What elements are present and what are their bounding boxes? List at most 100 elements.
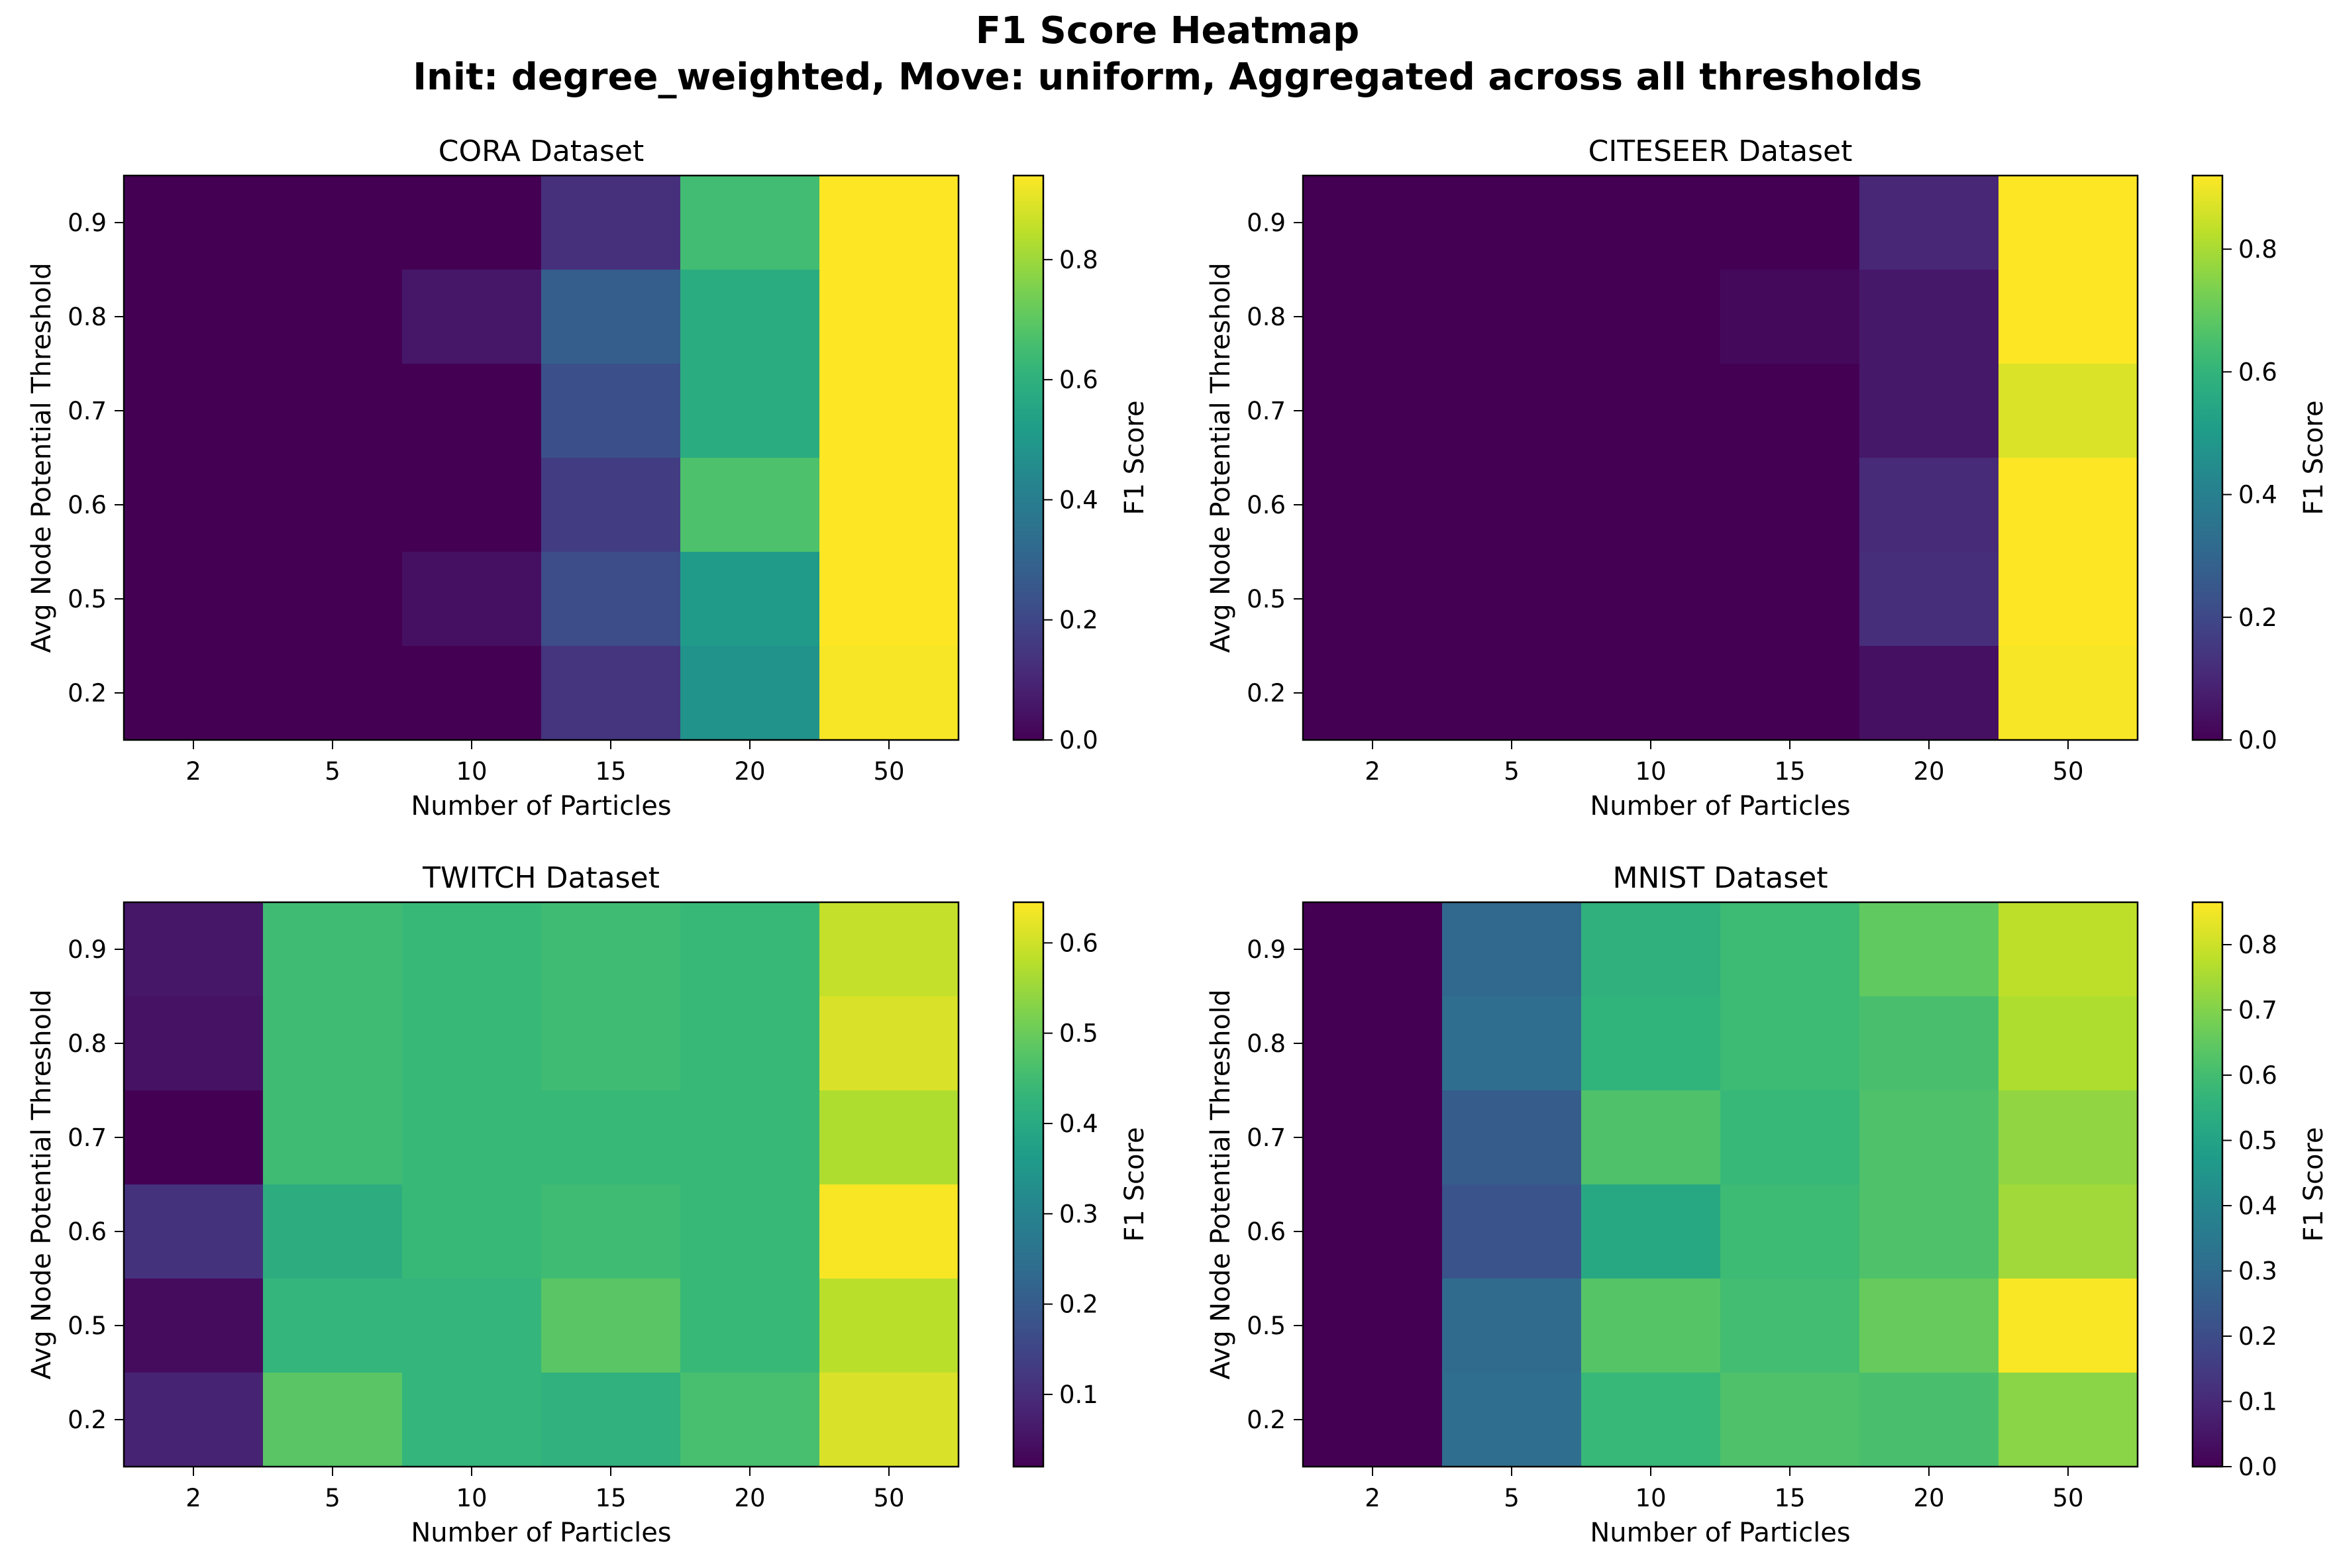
heatmap-panel-3: MNIST Dataset 2 5 10 15 20 50 0.9 0.8 0.7 0.6 0.5 0.… <box>1206 861 2329 1548</box>
heatmap-panel-0: CORA Dataset 2 5 10 15 20 50 0.9 0.8 0.7 0.6 0.5 0.2… <box>26 134 1150 821</box>
heatmap-cell <box>263 1090 403 1185</box>
heatmap-cell <box>124 1184 264 1279</box>
colorbar-frame <box>1012 901 1045 1468</box>
heatmap-cell <box>1998 176 2138 270</box>
colorbar-tick-label: 0.5 <box>1059 1019 1098 1048</box>
colorbar-tick-label: 0.6 <box>2238 358 2277 386</box>
heatmap-cell <box>124 1090 264 1185</box>
heatmap-cell <box>1859 270 1999 364</box>
heatmap-cell <box>541 1279 681 1373</box>
colorbar-tick-label: 0.1 <box>2238 1388 2277 1416</box>
heatmap-cell <box>402 176 542 270</box>
y-tick-label: 0.5 <box>1247 1312 1286 1340</box>
heatmap-cell <box>263 1373 403 1467</box>
colorbar-tick-label: 0.8 <box>2238 931 2277 959</box>
heatmap-cell <box>1303 996 1443 1091</box>
heatmap-cell <box>263 1184 403 1279</box>
heatmap-cell <box>1998 1090 2138 1185</box>
heatmap-cell <box>819 1373 959 1467</box>
heatmap-cell <box>1303 902 1443 997</box>
heatmap-cell <box>1581 1279 1721 1373</box>
heatmap-cell <box>263 364 403 458</box>
heatmap-cell <box>1442 996 1582 1091</box>
x-axis-label: Number of Particles <box>411 791 671 821</box>
x-tick-label: 20 <box>1913 1484 1944 1512</box>
x-axis-label: Number of Particles <box>411 1518 671 1548</box>
colorbar-tick-label: 0.3 <box>1059 1200 1098 1228</box>
heatmap-cell <box>1581 458 1721 552</box>
y-tick-label: 0.6 <box>1247 491 1286 519</box>
colorbar-label: F1 Score <box>1119 1127 1150 1241</box>
x-tick-label: 20 <box>734 757 765 786</box>
heatmap-cell <box>819 458 959 552</box>
colorbar-tick-label: 0.6 <box>2238 1061 2277 1090</box>
heatmap-cell <box>1859 1184 1999 1279</box>
heatmap-cell <box>1442 646 1582 741</box>
colorbar-tick-label: 0.4 <box>1059 1110 1098 1138</box>
heatmap-cell <box>1442 1373 1582 1467</box>
heatmap-cell <box>819 552 959 647</box>
x-tick-label: 2 <box>185 1484 201 1512</box>
heatmap-cell <box>680 270 820 364</box>
heatmap-cell <box>1998 458 2138 552</box>
colorbar-tick-label: 0.7 <box>2238 996 2277 1025</box>
heatmap-cell <box>1998 1279 2138 1373</box>
panel-title: CORA Dataset <box>439 134 645 168</box>
heatmap-cell <box>819 996 959 1091</box>
heatmap-cell <box>541 176 681 270</box>
heatmap-cell <box>1581 646 1721 741</box>
heatmap-cell <box>1859 1090 1999 1185</box>
heatmap-cell <box>1998 1184 2138 1279</box>
heatmap-cell <box>1720 1373 1860 1467</box>
heatmap-cell <box>819 646 959 741</box>
heatmap-cell <box>680 996 820 1091</box>
heatmap-cell <box>819 902 959 997</box>
heatmap-cell <box>124 364 264 458</box>
x-tick-label: 10 <box>1635 1484 1666 1512</box>
x-tick-label: 5 <box>1504 757 1520 786</box>
plot-frame <box>123 901 960 1468</box>
x-axis-label: Number of Particles <box>1590 1518 1850 1548</box>
heatmap-cell <box>263 176 403 270</box>
colorbar-tick-label: 0.0 <box>2238 1453 2277 1481</box>
y-tick-label: 0.9 <box>1247 935 1286 964</box>
heatmap-cell <box>124 552 264 647</box>
y-tick-label: 0.8 <box>1247 303 1286 331</box>
heatmap-cell <box>541 458 681 552</box>
x-tick-label: 15 <box>1774 757 1805 786</box>
heatmap-cell <box>1442 270 1582 364</box>
heatmap-cell <box>1720 270 1860 364</box>
heatmap-cell <box>402 458 542 552</box>
y-tick-label: 0.5 <box>1247 585 1286 613</box>
heatmap-cell <box>680 902 820 997</box>
heatmap-cell <box>1998 646 2138 741</box>
colorbar-frame <box>2191 901 2224 1468</box>
heatmap-cell <box>402 270 542 364</box>
heatmap-cell <box>263 646 403 741</box>
heatmap-cell <box>402 1373 542 1467</box>
heatmap-cell <box>819 1090 959 1185</box>
heatmap-cell <box>1581 552 1721 647</box>
heatmap-cell <box>263 458 403 552</box>
colorbar <box>1013 176 1043 740</box>
figure-title: F1 Score Heatmap <box>975 9 1360 52</box>
heatmap-cell <box>1720 1184 1860 1279</box>
heatmap-cell <box>1720 176 1860 270</box>
heatmap-cell <box>1720 902 1860 997</box>
heatmap-cell <box>263 1279 403 1373</box>
heatmap-cell <box>680 1090 820 1185</box>
heatmap-cell <box>1998 552 2138 647</box>
heatmap-panel-2: TWITCH Dataset 2 5 10 15 20 50 0.9 0.8 0.7 0.6 0.5 0… <box>26 861 1150 1548</box>
heatmap-cell <box>402 646 542 741</box>
heatmap-cell <box>1581 1090 1721 1185</box>
colorbar-label: F1 Score <box>2299 1127 2329 1241</box>
colorbar-tick-label: 0.2 <box>1059 606 1098 635</box>
heatmap-cell <box>1442 458 1582 552</box>
heatmap-cell <box>124 176 264 270</box>
heatmap-cell <box>1581 364 1721 458</box>
heatmap-cell <box>263 902 403 997</box>
heatmap-cell <box>124 270 264 364</box>
heatmap-cell <box>1859 1373 1999 1467</box>
heatmap-cell <box>263 552 403 647</box>
colorbar <box>2193 176 2222 740</box>
